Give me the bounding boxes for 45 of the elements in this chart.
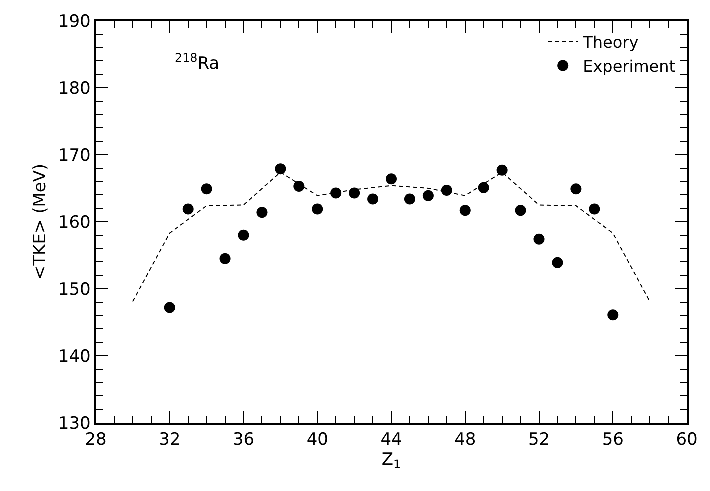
x-tick-label: 36 <box>232 430 255 450</box>
point <box>330 188 342 199</box>
point <box>256 207 268 218</box>
x-tick-label: 28 <box>85 430 107 450</box>
y-tick-label: 140 <box>58 346 91 367</box>
point <box>368 194 379 205</box>
point <box>275 164 286 175</box>
annotation: $^{218}$Ra <box>175 51 220 74</box>
point <box>552 257 564 268</box>
y-tick-label: 190 <box>58 12 91 32</box>
point <box>182 204 194 215</box>
x-tick-label: 32 <box>159 430 181 450</box>
point <box>460 205 471 216</box>
x-tick-label: 48 <box>454 430 476 450</box>
point <box>496 164 508 176</box>
x-tick-label: 44 <box>380 430 402 450</box>
y-tick-label: 150 <box>58 280 91 300</box>
x-tick-label: 40 <box>306 430 328 450</box>
point <box>570 184 582 195</box>
x-tick-label: 52 <box>528 430 550 450</box>
point <box>164 302 176 314</box>
y-axis-title: <TKE> (MeV) <box>30 164 50 280</box>
legend-label: Theory <box>582 33 639 52</box>
point <box>312 204 324 215</box>
point <box>515 205 526 216</box>
x-axis-title: Z$_{1}$ <box>382 450 402 472</box>
point <box>422 190 434 202</box>
point <box>386 174 397 185</box>
point <box>589 204 600 215</box>
y-tick-label: 170 <box>58 146 91 166</box>
point <box>220 253 231 264</box>
legend-label: Experiment <box>583 56 676 76</box>
y-tick-label: 180 <box>58 78 91 99</box>
point <box>238 230 250 241</box>
y-tick-label: 160 <box>58 212 91 233</box>
x-tick-label: 60 <box>676 430 698 450</box>
point <box>294 180 305 192</box>
point <box>349 188 360 199</box>
point <box>534 234 545 245</box>
point <box>608 310 619 321</box>
x-tick-label: 56 <box>602 430 624 450</box>
point <box>201 184 212 195</box>
point <box>404 194 416 205</box>
point <box>441 185 452 196</box>
point <box>478 182 490 194</box>
